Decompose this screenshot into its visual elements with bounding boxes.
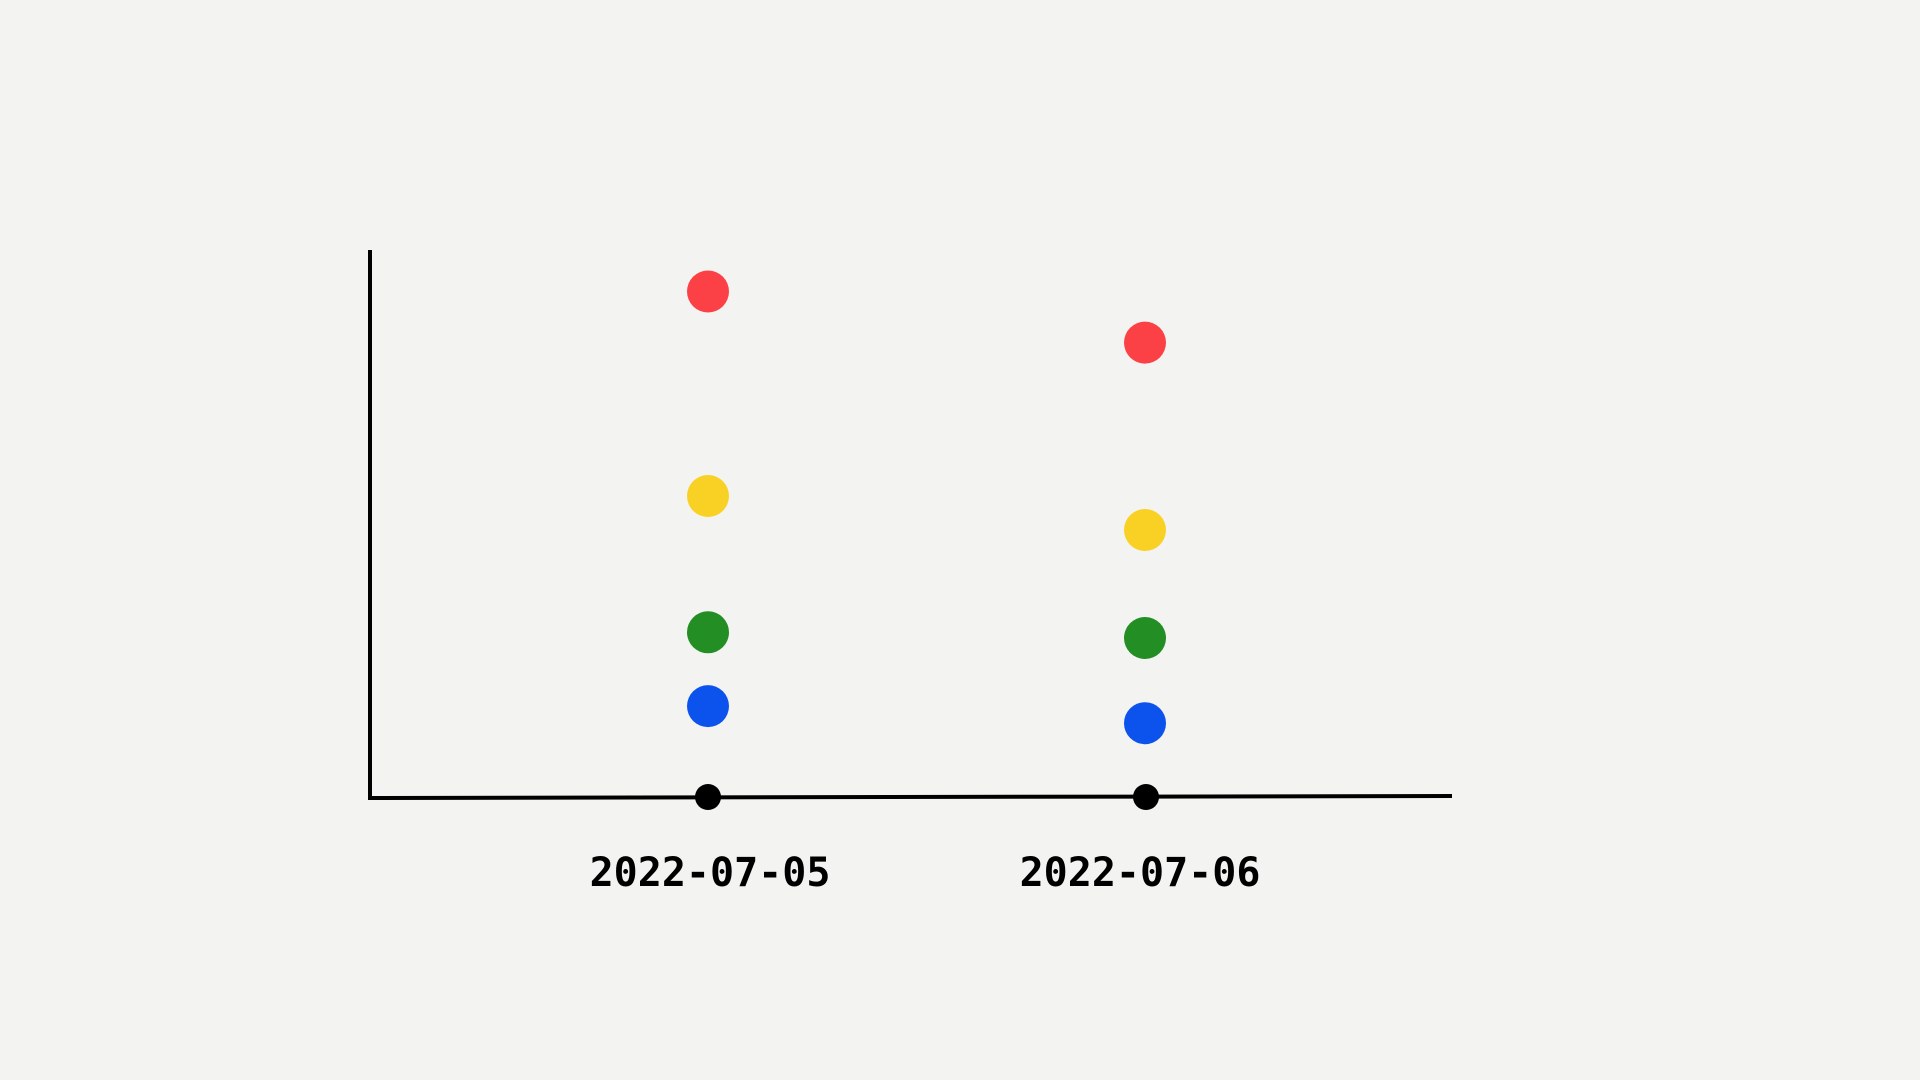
data-points [687,270,1166,745]
x-tick-marker [695,784,721,810]
x-axis-line [367,794,1453,800]
data-point [687,611,729,654]
data-point [687,685,729,728]
chart-axes [367,250,1453,800]
data-point [1124,321,1166,364]
x-tick-label: 2022-07-06 [1020,850,1261,896]
data-point [687,270,729,313]
x-tick-label: 2022-07-05 [590,850,831,896]
x-tick-marks [695,784,1159,810]
data-point [1124,509,1166,551]
data-point [1124,617,1166,659]
data-point [1124,702,1166,745]
x-tick-labels: 2022-07-05 2022-07-06 [590,850,1261,896]
x-tick-marker [1133,784,1159,810]
data-point [687,475,729,517]
